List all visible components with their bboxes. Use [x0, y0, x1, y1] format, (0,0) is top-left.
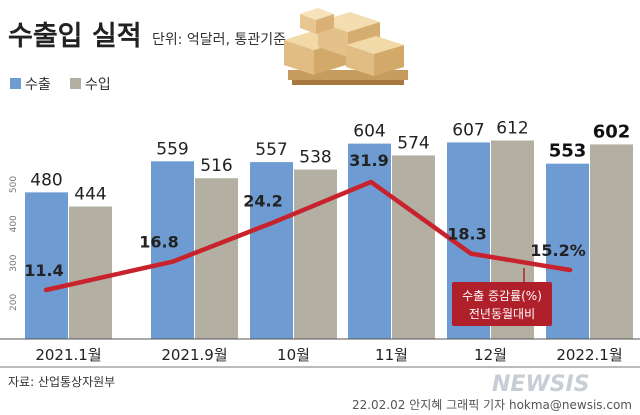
- bar-label-import-2: 538: [299, 148, 331, 168]
- bar-label-export-2: 557: [255, 140, 287, 160]
- bar-label-import-0: 444: [74, 185, 106, 205]
- legend-label-import: 수입: [85, 77, 111, 93]
- bar-export-2: [250, 162, 293, 339]
- legend-swatch-import: [70, 78, 81, 89]
- line-point-label-2: 24.2: [243, 192, 282, 211]
- bar-label-export-5: 553: [549, 141, 587, 162]
- y-tick-200: 200: [9, 294, 19, 311]
- category-label-4: 12월: [474, 346, 507, 364]
- bar-import-5: [590, 144, 633, 339]
- callout-line-2: 전년동월대비: [469, 307, 535, 321]
- line-point-label-0: 11.4: [24, 261, 63, 280]
- bar-label-import-3: 574: [397, 133, 429, 153]
- legend-label-export: 수출: [25, 77, 51, 93]
- bar-import-0: [69, 206, 112, 339]
- credit-label: 22.02.02 안지혜 그래픽 기자 hokma@newsis.com: [352, 398, 632, 412]
- bar-label-import-4: 612: [496, 118, 528, 138]
- y-axis: 200 300 400 500: [9, 176, 19, 311]
- category-label-5: 2022.1월: [556, 346, 622, 364]
- legend-swatch-export: [10, 78, 21, 89]
- bar-label-export-4: 607: [452, 120, 484, 140]
- line-group: 11.4 16.8 24.2 31.9 18.3 15.2%: [24, 151, 586, 293]
- line-callout: 수출 증감률(%) 전년동월대비: [452, 268, 552, 326]
- bar-group: 480 444 559 516 557 538 604 574 607 612 553 602: [25, 118, 633, 339]
- line-point-label-3: 31.9: [349, 151, 388, 170]
- bar-export-5: [546, 163, 589, 339]
- line-point-label-5: 15.2%: [530, 241, 586, 260]
- bar-label-export-3: 604: [353, 122, 385, 142]
- callout-box: [452, 282, 552, 326]
- bar-export-1: [151, 161, 194, 339]
- bar-label-export-0: 480: [30, 170, 62, 190]
- line-point-label-1: 16.8: [139, 233, 178, 252]
- bar-import-2: [294, 169, 337, 339]
- bar-export-3: [348, 143, 391, 339]
- category-label-0: 2021.1월: [35, 346, 101, 364]
- unit-label: 단위: 억달러, 통관기준: [152, 32, 286, 48]
- y-tick-300: 300: [9, 254, 19, 271]
- growth-line: [43, 179, 573, 293]
- source-label: 자료: 산업통상자원부: [8, 375, 115, 389]
- bar-label-import-5: 602: [593, 121, 631, 142]
- watermark-logo: NEWSIS: [492, 372, 590, 397]
- bar-import-1: [195, 178, 238, 339]
- x-axis: 2021.1월 2021.9월 10월 11월 12월 2022.1월: [35, 346, 622, 364]
- callout-line-1: 수출 증감률(%): [462, 289, 542, 303]
- y-tick-500: 500: [9, 176, 19, 193]
- bar-export-0: [25, 192, 68, 339]
- category-label-1: 2021.9월: [161, 346, 227, 364]
- bar-label-import-1: 516: [200, 156, 232, 176]
- y-tick-400: 400: [9, 215, 19, 232]
- line-point-label-4: 18.3: [447, 225, 486, 244]
- chart-title: 수출입 실적: [8, 21, 142, 52]
- boxes-pallet-icon: [284, 8, 408, 85]
- bar-import-3: [392, 155, 435, 339]
- category-label-2: 10월: [277, 346, 310, 364]
- bar-label-export-1: 559: [156, 139, 188, 159]
- category-label-3: 11월: [375, 346, 408, 364]
